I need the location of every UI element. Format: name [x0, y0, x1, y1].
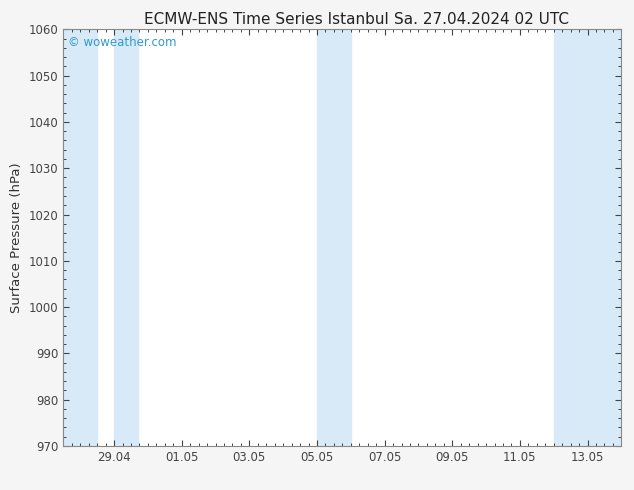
- Bar: [114, 29, 138, 446]
- Text: © woweather.com: © woweather.com: [68, 36, 177, 49]
- Bar: [317, 29, 351, 446]
- Text: Sa. 27.04.2024 02 UTC: Sa. 27.04.2024 02 UTC: [394, 12, 569, 27]
- Text: ECMW-ENS Time Series Istanbul: ECMW-ENS Time Series Istanbul: [144, 12, 389, 27]
- Y-axis label: Surface Pressure (hPa): Surface Pressure (hPa): [10, 162, 23, 313]
- Bar: [553, 29, 621, 446]
- Bar: [63, 29, 97, 446]
